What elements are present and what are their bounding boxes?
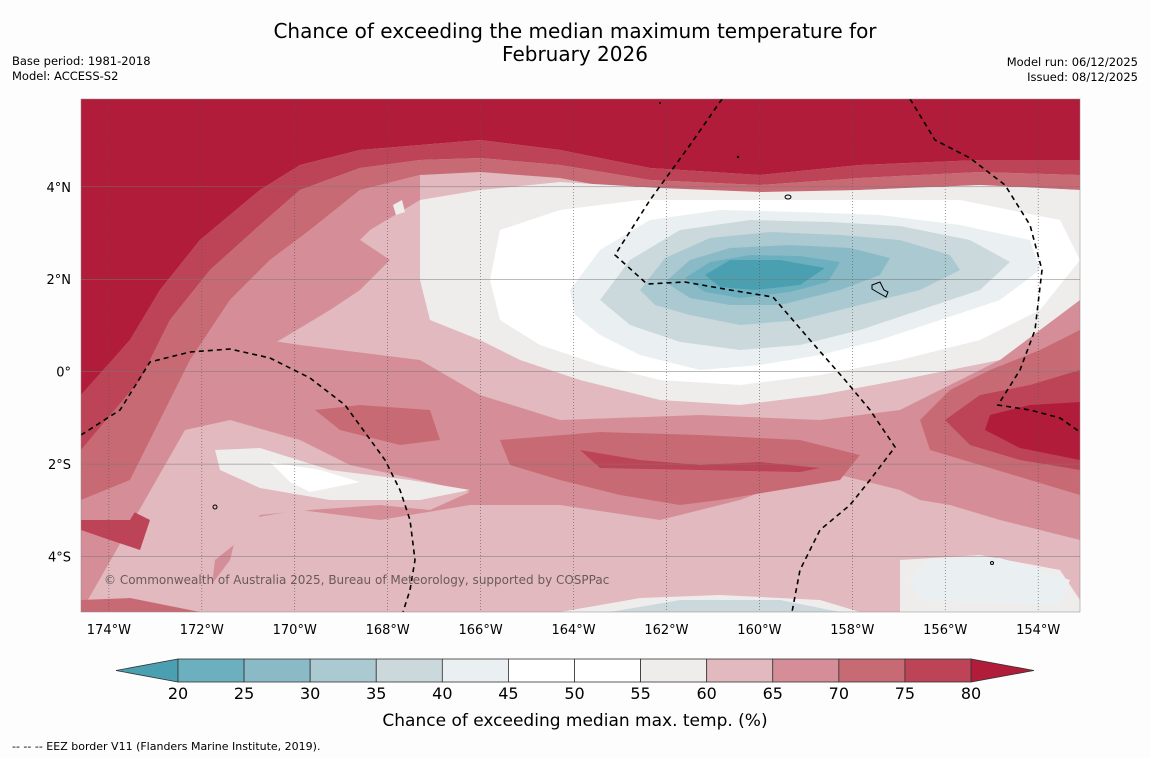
colorbar-segment <box>772 658 840 683</box>
chart-title-line2: February 2026 <box>502 42 648 66</box>
map-panel: © Commonwealth of Australia 2025, Bureau… <box>81 99 1080 612</box>
lat-tick-label: 4°S <box>48 551 71 566</box>
contour-above-80-east <box>985 402 1080 460</box>
island-tabuaeran <box>784 194 792 200</box>
contour-65-70-west <box>81 175 420 520</box>
lon-tick-label: 156°W <box>923 623 967 638</box>
issued-date: Issued: 08/12/2025 <box>1027 70 1138 84</box>
island-small-4 <box>659 102 661 104</box>
meta-left: Base period: 1981-2018 Model: ACCESS-S2 <box>12 54 151 84</box>
colorbar-tick-label: 70 <box>829 684 849 703</box>
colorbar-segment <box>375 658 443 683</box>
contour-40-45-se <box>910 558 1070 605</box>
contour-patch <box>393 200 405 215</box>
colorbar-segment <box>838 658 906 683</box>
lon-tick-label: 168°W <box>366 623 410 638</box>
eez-border-west <box>81 348 416 612</box>
graticule <box>81 99 1080 612</box>
colorbar-tick-label: 20 <box>168 684 188 703</box>
colorbar-segment <box>574 658 641 683</box>
copyright-text: © Commonwealth of Australia 2025, Bureau… <box>104 573 609 587</box>
island-kiritimati <box>871 281 889 298</box>
model-name: Model: ACCESS-S2 <box>12 69 119 83</box>
colorbar-segment <box>243 658 311 683</box>
contour-50-55-pocket <box>270 462 360 492</box>
colorbar-tick-label: 25 <box>234 684 254 703</box>
contour-75-80-north <box>81 140 1080 450</box>
longitude-labels: 174°W 172°W 170°W 168°W 166°W 164°W 162°W 160°W… <box>87 623 1061 638</box>
colorbar-tick-label: 75 <box>895 684 915 703</box>
map-frame <box>80 98 1081 613</box>
colorbar-tick-label: 40 <box>432 684 452 703</box>
island-small-1 <box>212 504 218 510</box>
lon-tick-label: 160°W <box>737 623 781 638</box>
lat-tick-label: 2°N <box>47 273 72 288</box>
colorbar-segment <box>508 658 575 683</box>
eez-border-east <box>909 99 1080 433</box>
colorbar-extend-low <box>115 658 179 683</box>
lat-tick-label: 2°S <box>48 458 71 473</box>
colorbar-segment <box>904 658 972 683</box>
contour-35-40-s <box>610 600 840 612</box>
colorbar-segment <box>640 658 708 683</box>
contour-below-20 <box>705 260 825 290</box>
footer-legend: -- -- -- EEZ border V11 (Flanders Marine… <box>12 740 321 753</box>
lon-tick-label: 162°W <box>644 623 688 638</box>
contour-65-70-north <box>240 240 390 360</box>
latitude-labels: 4°N 2°N 0° 2°S 4°S <box>47 181 72 566</box>
island-small-3 <box>736 155 740 159</box>
colorbar-tick-label: 30 <box>300 684 320 703</box>
colorbar-tick-label: 45 <box>498 684 518 703</box>
colorbar-tick-label: 35 <box>366 684 386 703</box>
model-run: Model run: 06/12/2025 <box>1006 55 1138 69</box>
chart-title-line1: Chance of exceeding the median maximum t… <box>273 19 877 43</box>
lon-tick-label: 154°W <box>1016 623 1060 638</box>
lon-tick-label: 166°W <box>459 623 503 638</box>
lon-tick-label: 172°W <box>180 623 224 638</box>
lon-tick-label: 158°W <box>830 623 874 638</box>
colorbar-tick-label: 65 <box>763 684 783 703</box>
colorbar-tick-label: 60 <box>696 684 716 703</box>
island-small-2 <box>990 561 994 565</box>
eez-border-central <box>613 99 896 612</box>
colorbar-segment <box>441 658 509 683</box>
contour-above-80 <box>81 99 1080 395</box>
lat-tick-label: 0° <box>56 366 71 381</box>
meta-right: Model run: 06/12/2025 Issued: 08/12/2025 <box>1007 55 1138 85</box>
contour-60-65-pocket <box>81 420 560 612</box>
lon-tick-label: 164°W <box>551 623 595 638</box>
base-period: Base period: 1981-2018 <box>12 54 151 68</box>
lat-tick-label: 4°N <box>47 181 72 196</box>
contour-70-75-sw <box>81 598 200 612</box>
colorbar-segment <box>177 658 245 683</box>
colorbar-segment <box>309 658 377 683</box>
colorbar-segment <box>706 658 774 683</box>
contour-70-75-mid <box>315 405 440 445</box>
colorbar: 20 25 30 35 40 45 50 55 60 65 70 75 80 <box>115 658 1035 703</box>
lon-tick-label: 170°W <box>273 623 317 638</box>
colorbar-title: Chance of exceeding median max. temp. (%… <box>382 711 767 731</box>
colorbar-tick-label: 50 <box>564 684 584 703</box>
lon-tick-label: 174°W <box>87 623 131 638</box>
colorbar-extend-high <box>970 658 1035 683</box>
contour-75-80-south <box>580 450 820 472</box>
colorbar-tick-label: 80 <box>961 684 981 703</box>
colorbar-tick-label: 55 <box>630 684 650 703</box>
contour-55-60-pocket <box>215 448 470 500</box>
